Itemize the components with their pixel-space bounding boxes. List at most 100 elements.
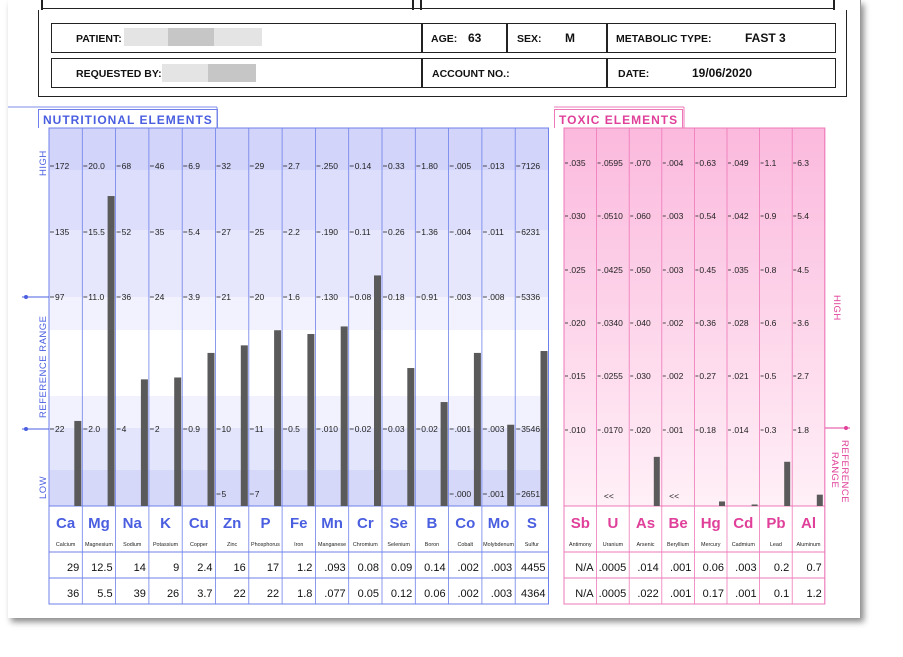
tick-label: .030 (634, 371, 651, 381)
frame-line (41, 0, 43, 10)
frame-line (412, 0, 414, 10)
tick-label: .013 (488, 161, 505, 171)
tick-label: 6.9 (188, 161, 200, 171)
tick-label: 52 (122, 227, 132, 237)
chart-band (49, 428, 549, 470)
tick-label: 0.8 (765, 265, 777, 275)
bar-fe (307, 334, 315, 506)
sex-value: M (565, 31, 575, 45)
tick-label: .001 (667, 425, 684, 435)
element-name: Lead (770, 542, 782, 548)
chart-band (49, 230, 549, 297)
reference-high-dot (24, 295, 28, 299)
tick-label: .003 (488, 424, 505, 434)
result-value: 0.06 (703, 562, 724, 574)
tick-label: 4.5 (797, 265, 809, 275)
tick-label: .004 (455, 227, 472, 237)
element-name: Sulfur (525, 542, 539, 548)
tick-label: .020 (569, 318, 586, 328)
date-label: DATE: (618, 68, 650, 80)
element-symbol-cd: Cd (733, 515, 753, 532)
tick-label: 7126 (521, 161, 540, 171)
result-value: 4364 (521, 588, 545, 600)
tick-label: 25 (255, 227, 265, 237)
result-value: .002 (457, 588, 478, 600)
result-value: N/A (575, 588, 594, 600)
tick-label: 36 (122, 292, 132, 302)
chart-band (49, 170, 549, 230)
tick-label: 22 (55, 424, 65, 434)
tick-label: 3.6 (797, 318, 809, 328)
element-name: Zinc (227, 542, 237, 548)
chart-band (49, 330, 549, 396)
tick-label: .0170 (602, 425, 624, 435)
result-value: 0.1 (774, 588, 789, 600)
tick-label: .035 (732, 265, 749, 275)
nutritional-chart: 1721359722CaCalcium293620.015.511.02.0Mg… (8, 106, 549, 605)
element-name: Antimony (569, 542, 592, 548)
tick-label: .060 (634, 211, 651, 221)
tick-label: .028 (732, 318, 749, 328)
element-symbol-co: Co (455, 515, 475, 532)
result-value: 22 (234, 588, 246, 600)
element-symbol-sb: Sb (571, 515, 590, 532)
result-value: 0.09 (391, 562, 412, 574)
tick-label: 2651 (521, 489, 540, 499)
result-value: 12.5 (91, 562, 112, 574)
tick-label: 0.63 (699, 158, 716, 168)
tick-label: .0425 (602, 265, 624, 275)
bar-mo (507, 424, 515, 506)
element-symbol-se: Se (389, 515, 407, 532)
result-value: 0.2 (774, 562, 789, 574)
bar-mg (107, 196, 115, 507)
result-value: 0.06 (424, 588, 445, 600)
tick-label: 6231 (521, 227, 540, 237)
tick-label: 0.5 (288, 424, 300, 434)
element-name: Chromium (353, 542, 378, 548)
divider (606, 58, 608, 88)
tick-label: .003 (455, 292, 472, 302)
element-name: Potassium (153, 542, 179, 548)
tick-label: 35 (155, 227, 165, 237)
tick-label: 20 (255, 292, 265, 302)
frame-line (833, 0, 835, 10)
date-value: 19/06/2020 (692, 66, 753, 80)
tick-label: 2.0 (88, 424, 100, 434)
toxic-reference-dot (844, 426, 848, 430)
toxic-range-label: RANGE (829, 452, 840, 488)
tick-label: 0.26 (388, 227, 405, 237)
tick-label: 3546 (521, 424, 540, 434)
toxic-reference-label: REFERENCE (839, 440, 850, 503)
result-value: 39 (134, 588, 146, 600)
tick-label: .020 (634, 425, 651, 435)
result-value: 16 (234, 562, 246, 574)
result-value: 29 (67, 562, 79, 574)
high-label: HIGH (38, 150, 49, 176)
element-symbol-na: Na (123, 515, 143, 532)
tick-label: 32 (222, 161, 232, 171)
bar-p (274, 330, 282, 506)
tick-label: 97 (55, 292, 65, 302)
bar-s (540, 351, 548, 506)
tick-label: 11 (255, 424, 264, 434)
result-value: .0005 (599, 562, 627, 574)
patient-label: PATIENT: (76, 33, 122, 45)
tick-label: 7 (255, 489, 260, 499)
tick-label: 0.9 (188, 424, 200, 434)
account-label: ACCOUNT NO.: (432, 68, 510, 80)
element-name: Cadmium (732, 542, 756, 548)
tick-label: 24 (155, 292, 165, 302)
tick-label: .000 (455, 489, 472, 499)
element-name: Beryllium (667, 542, 690, 548)
element-name: Selenium (387, 542, 410, 548)
tick-label: 0.3 (765, 425, 777, 435)
tick-label: 1.6 (288, 292, 300, 302)
element-name: Magnesium (85, 542, 113, 548)
tick-label: .130 (321, 292, 338, 302)
result-value: 4455 (521, 562, 545, 574)
result-value: .001 (735, 588, 756, 600)
tick-label: 0.27 (699, 371, 716, 381)
tick-label: .003 (667, 211, 684, 221)
element-name: Calcium (56, 542, 76, 548)
chart-band (49, 470, 549, 506)
